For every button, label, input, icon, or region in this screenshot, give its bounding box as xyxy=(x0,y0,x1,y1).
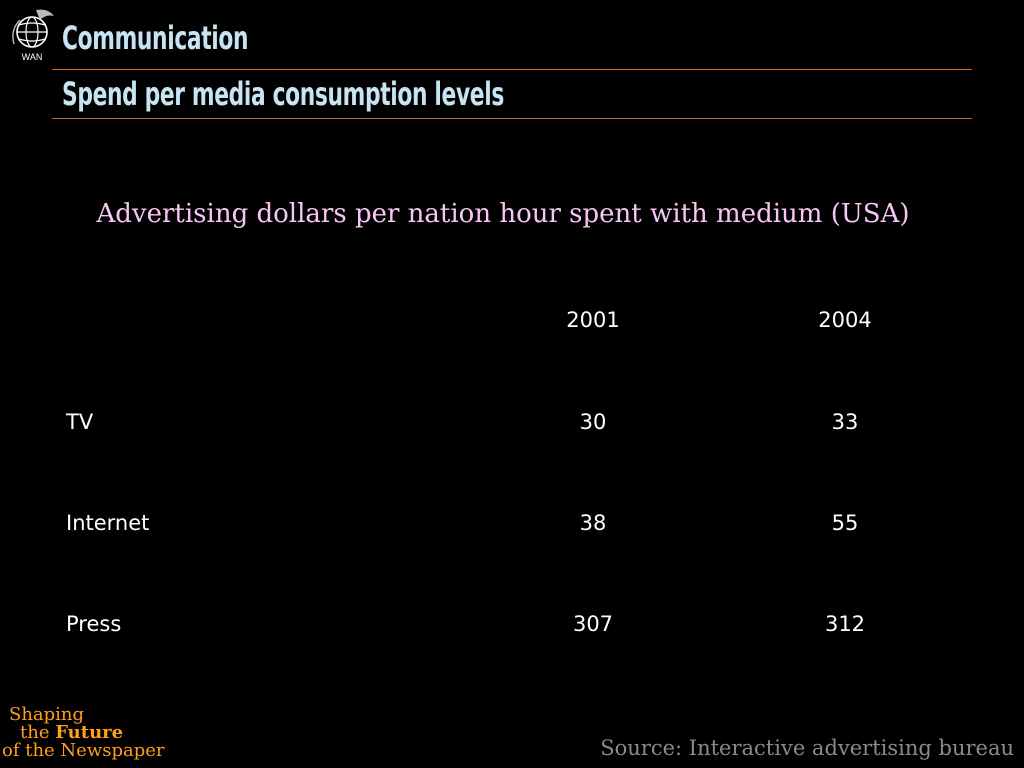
table-caption: Advertising dollars per nation hour spen… xyxy=(96,199,910,229)
cell-internet-2001: 38 xyxy=(579,511,607,535)
brand-line-2-strong: Future xyxy=(55,722,124,743)
cell-press-2001: 307 xyxy=(572,612,614,636)
slide-title: Communication xyxy=(62,19,249,57)
brand-tagline: Shaping the Future of the Newspaper xyxy=(2,706,165,760)
header-divider-bottom xyxy=(52,118,972,119)
row-label-internet: Internet xyxy=(66,511,150,535)
header-divider-top xyxy=(52,69,972,70)
cell-internet-2004: 55 xyxy=(831,511,859,535)
row-label-press: Press xyxy=(66,612,122,636)
brand-line-2: the Future xyxy=(2,724,165,742)
cell-press-2004: 312 xyxy=(824,612,866,636)
brand-line-1: Shaping xyxy=(9,704,85,725)
cell-tv-2001: 30 xyxy=(579,410,607,434)
column-header-2001: 2001 xyxy=(566,308,620,332)
slide-subtitle: Spend per media consumption levels xyxy=(62,75,504,113)
wan-logo: WAN xyxy=(8,6,56,66)
row-label-tv: TV xyxy=(66,410,94,434)
logo-text: WAN xyxy=(22,52,43,62)
source-note: Source: Interactive advertising bureau xyxy=(600,736,1014,760)
brand-line-2-prefix: the xyxy=(20,722,50,743)
globe-icon: WAN xyxy=(12,9,54,62)
brand-line-3: of the Newspaper xyxy=(2,740,165,761)
cell-tv-2004: 33 xyxy=(831,410,859,434)
column-header-2004: 2004 xyxy=(818,308,872,332)
